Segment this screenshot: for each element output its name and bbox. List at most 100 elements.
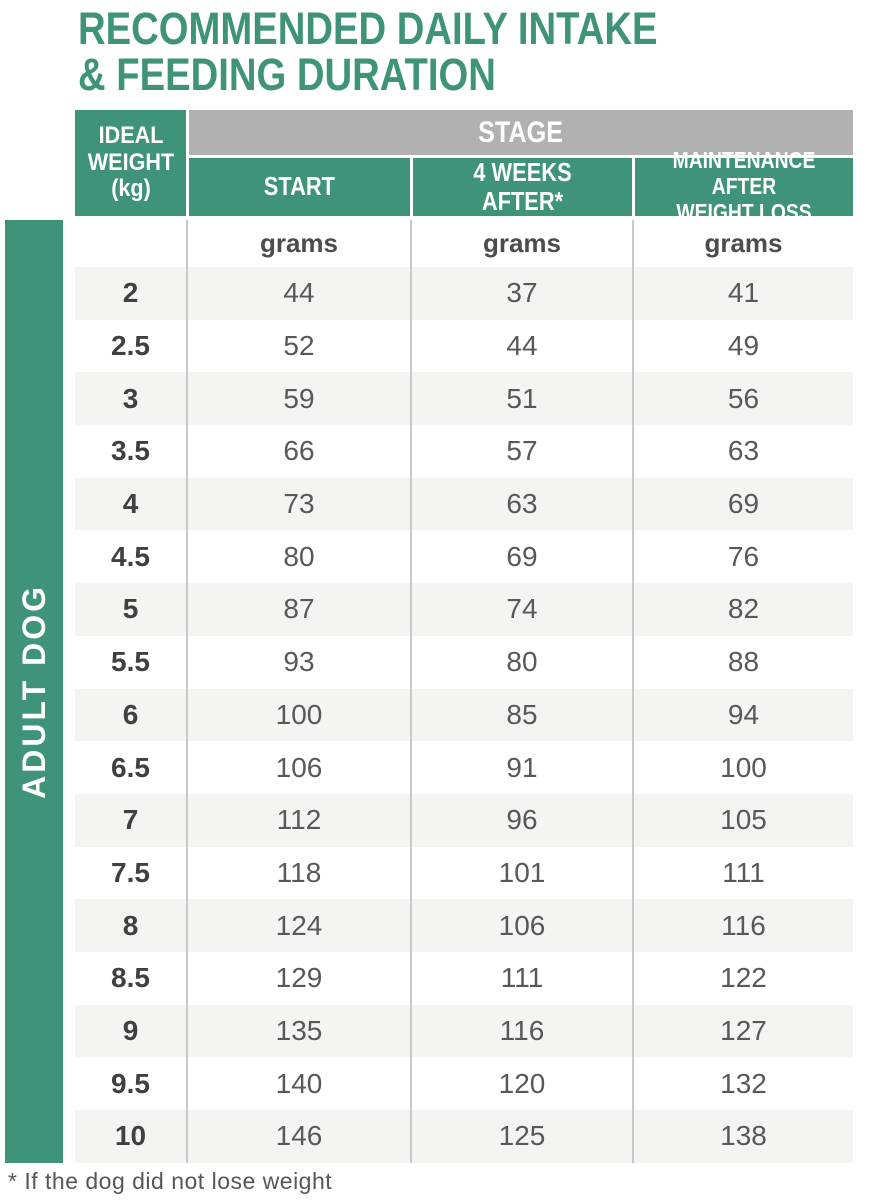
four-weeks-cell: 44 bbox=[410, 319, 632, 373]
weight-cell: 5 bbox=[122, 593, 139, 625]
ideal-weight-header: IDEAL WEIGHT (kg) bbox=[75, 110, 186, 216]
start-cell: 112 bbox=[186, 793, 410, 847]
start-cell: 93 bbox=[186, 635, 410, 689]
table-row: 6.5 106 91 100 bbox=[75, 741, 853, 794]
maintenance-cell: 116 bbox=[632, 899, 853, 952]
weight-cell: 7.5 bbox=[111, 856, 150, 888]
weight-cell: 2 bbox=[122, 277, 139, 309]
start-cell: 52 bbox=[186, 319, 410, 373]
four-weeks-cell: 85 bbox=[410, 688, 632, 742]
four-weeks-cell: 96 bbox=[410, 793, 632, 847]
table-row: 3 59 51 56 bbox=[75, 372, 853, 426]
weight-cell: 3 bbox=[122, 382, 139, 414]
maintenance-cell: 56 bbox=[632, 372, 853, 426]
table-row: 6 100 85 94 bbox=[75, 688, 853, 742]
start-cell: 118 bbox=[186, 846, 410, 900]
maintenance-cell: 111 bbox=[632, 846, 853, 900]
maintenance-cell: 105 bbox=[632, 793, 853, 847]
four-weeks-cell: 106 bbox=[410, 899, 632, 952]
start-cell: 124 bbox=[186, 899, 410, 952]
weight-cell: 6 bbox=[122, 698, 139, 730]
weight-cell: 5.5 bbox=[111, 646, 150, 678]
weight-cell: 6.5 bbox=[111, 751, 150, 783]
start-cell: 73 bbox=[186, 477, 410, 531]
four-weeks-cell: 63 bbox=[410, 477, 632, 531]
unit-cell-empty bbox=[75, 220, 186, 267]
four-weeks-cell: 57 bbox=[410, 425, 632, 478]
table-row: 7.5 118 101 111 bbox=[75, 846, 853, 900]
weight-cell: 2.5 bbox=[111, 330, 150, 362]
table-row: 3.5 66 57 63 bbox=[75, 425, 853, 478]
four-weeks-cell: 125 bbox=[410, 1110, 632, 1163]
maintenance-cell: 76 bbox=[632, 530, 853, 584]
maintenance-cell: 69 bbox=[632, 477, 853, 531]
table-row: 10 146 125 138 bbox=[75, 1110, 853, 1163]
four-weeks-cell: 51 bbox=[410, 372, 632, 426]
unit-row: grams grams grams bbox=[75, 220, 853, 267]
stage-header: STAGE bbox=[189, 110, 853, 155]
table-row: 5.5 93 80 88 bbox=[75, 635, 853, 689]
unit-cell-4-weeks: grams bbox=[410, 220, 632, 267]
weight-cell: 9 bbox=[122, 1014, 139, 1046]
weight-cell: 4 bbox=[122, 488, 139, 520]
weight-cell: 10 bbox=[114, 1120, 147, 1152]
unit-cell-start: grams bbox=[186, 220, 410, 267]
table-row: 9 135 116 127 bbox=[75, 1004, 853, 1058]
maintenance-cell: 94 bbox=[632, 688, 853, 742]
start-cell: 100 bbox=[186, 688, 410, 742]
start-cell: 135 bbox=[186, 1004, 410, 1058]
sidebar-label: ADULT DOG bbox=[15, 584, 52, 799]
four-weeks-cell: 69 bbox=[410, 530, 632, 584]
table-rows-container: 2 44 37 41 2.5 52 44 49 3 59 51 56 3.5 66 57 63 4 73 63 69 4… bbox=[75, 267, 853, 1163]
table-row: 9.5 140 120 132 bbox=[75, 1057, 853, 1110]
weight-cell: 3.5 bbox=[111, 435, 150, 467]
start-cell: 66 bbox=[186, 425, 410, 478]
four-weeks-cell: 37 bbox=[410, 267, 632, 320]
page-title: RECOMMENDED DAILY INTAKE & FEEDING DURAT… bbox=[78, 3, 658, 100]
maintenance-cell: 41 bbox=[632, 267, 853, 320]
table-header: IDEAL WEIGHT (kg) STAGE START 4 WEEKS AF… bbox=[75, 110, 853, 225]
four-weeks-cell: 120 bbox=[410, 1057, 632, 1110]
table-row: 2.5 52 44 49 bbox=[75, 319, 853, 373]
maintenance-cell: 82 bbox=[632, 583, 853, 636]
column-header-4-weeks-after: 4 WEEKS AFTER* bbox=[413, 157, 632, 216]
start-cell: 44 bbox=[186, 267, 410, 320]
adult-dog-sidebar: ADULT DOG bbox=[5, 220, 63, 1163]
column-header-start: START bbox=[189, 158, 410, 216]
table-row: 2 44 37 41 bbox=[75, 267, 853, 320]
maintenance-cell: 138 bbox=[632, 1110, 853, 1163]
weight-cell: 8 bbox=[122, 909, 139, 941]
table-row: 5 87 74 82 bbox=[75, 583, 853, 636]
weight-cell: 8.5 bbox=[111, 962, 150, 994]
four-weeks-cell: 116 bbox=[410, 1004, 632, 1058]
maintenance-cell: 100 bbox=[632, 741, 853, 794]
weight-cell: 4.5 bbox=[111, 540, 150, 572]
table-row: 8 124 106 116 bbox=[75, 899, 853, 952]
maintenance-cell: 49 bbox=[632, 319, 853, 373]
table-body: grams grams grams 2 44 37 41 2.5 52 44 49 3 59 51 5… bbox=[75, 220, 853, 1163]
table-row: 4 73 63 69 bbox=[75, 477, 853, 531]
table-row: 8.5 129 111 122 bbox=[75, 951, 853, 1005]
four-weeks-cell: 101 bbox=[410, 846, 632, 900]
four-weeks-cell: 80 bbox=[410, 635, 632, 689]
column-header-maintenance: MAINTENANCE AFTER WEIGHT LOSS bbox=[635, 147, 853, 225]
start-cell: 129 bbox=[186, 951, 410, 1005]
start-cell: 80 bbox=[186, 530, 410, 584]
maintenance-cell: 63 bbox=[632, 425, 853, 478]
maintenance-cell: 122 bbox=[632, 951, 853, 1005]
weight-cell: 9.5 bbox=[111, 1067, 150, 1099]
start-cell: 59 bbox=[186, 372, 410, 426]
start-cell: 106 bbox=[186, 741, 410, 794]
start-cell: 140 bbox=[186, 1057, 410, 1110]
weight-cell: 7 bbox=[122, 804, 139, 836]
table-row: 4.5 80 69 76 bbox=[75, 530, 853, 584]
four-weeks-cell: 91 bbox=[410, 741, 632, 794]
maintenance-cell: 127 bbox=[632, 1004, 853, 1058]
footnote: * If the dog did not lose weight bbox=[8, 1168, 333, 1194]
start-cell: 87 bbox=[186, 583, 410, 636]
start-cell: 146 bbox=[186, 1110, 410, 1163]
table-row: 7 112 96 105 bbox=[75, 793, 853, 847]
four-weeks-cell: 74 bbox=[410, 583, 632, 636]
maintenance-cell: 132 bbox=[632, 1057, 853, 1110]
